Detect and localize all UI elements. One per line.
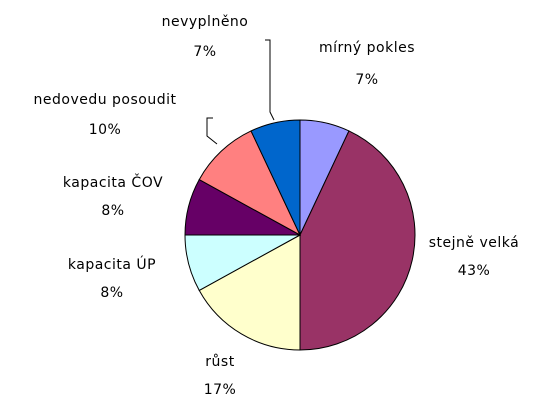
slice-value-label: 17% [204,382,237,398]
slice-label: růst [205,354,234,370]
slice-value-label: 7% [193,44,216,60]
slice-value-label: 7% [355,72,378,88]
slice-value-label: 10% [89,122,122,138]
slice-label: kapacita ÚP [68,255,156,273]
slice-value-label: 8% [100,285,123,301]
leader-line [206,117,218,145]
slice-label: stejně velká [429,235,519,251]
pie-slice [198,234,301,351]
pie-slice [198,130,302,237]
slice-label: nedovedu posoudit [34,92,177,108]
slice-label: kapacita ČOV [63,173,163,191]
slice-label: nevyplněno [162,14,249,30]
leader-line [265,39,275,121]
slice-label: mírný pokles [319,40,415,56]
pie-slice [250,119,301,236]
slice-value-label: 43% [458,263,491,279]
pie-slice [299,130,416,351]
slice-value-label: 8% [101,203,124,219]
